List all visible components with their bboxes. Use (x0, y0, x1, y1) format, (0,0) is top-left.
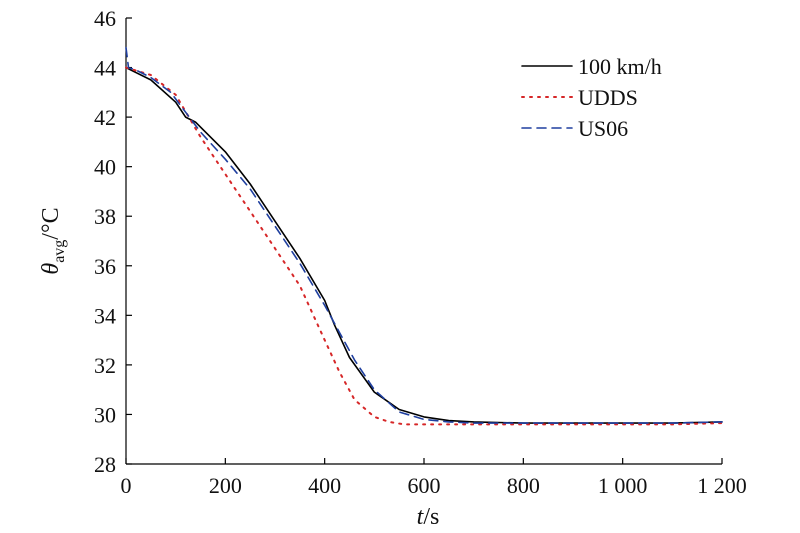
x-tick-label: 800 (507, 473, 540, 498)
legend-label: US06 (578, 116, 628, 141)
x-axis-label: t/s (417, 504, 440, 530)
series-line-100-km-h (125, 66, 723, 424)
y-tick-label: 46 (94, 6, 116, 31)
y-tick-label: 42 (94, 105, 116, 130)
x-tick-label: 200 (209, 473, 242, 498)
y-tick-label: 28 (94, 452, 116, 477)
axes: 0 200 400 600 800 1 000 1 200 28 30 32 34 36 38 40 42 4… (94, 6, 747, 498)
x-tick-label: 600 (408, 473, 441, 498)
x-tick-label: 1 200 (697, 473, 747, 498)
x-tick-label: 1 000 (598, 473, 648, 498)
series-line-udds (125, 66, 723, 426)
y-axis-label: θavg/°C (38, 207, 68, 274)
series-layer (125, 46, 723, 426)
legend-label: 100 km/h (578, 54, 662, 79)
y-tick-label: 30 (94, 402, 116, 427)
y-tick-label: 44 (94, 56, 116, 81)
legend-label: UDDS (578, 85, 638, 110)
y-tick-label: 32 (94, 353, 116, 378)
series-line-us06 (125, 46, 723, 424)
x-tick-label: 400 (308, 473, 341, 498)
legend: 100 km/h UDDS US06 (521, 54, 662, 141)
y-tick-label: 36 (94, 254, 116, 279)
y-tick-label: 34 (94, 303, 116, 328)
y-tick-label: 38 (94, 204, 116, 229)
x-tick-label: 0 (121, 473, 132, 498)
y-tick-label: 40 (94, 155, 116, 180)
